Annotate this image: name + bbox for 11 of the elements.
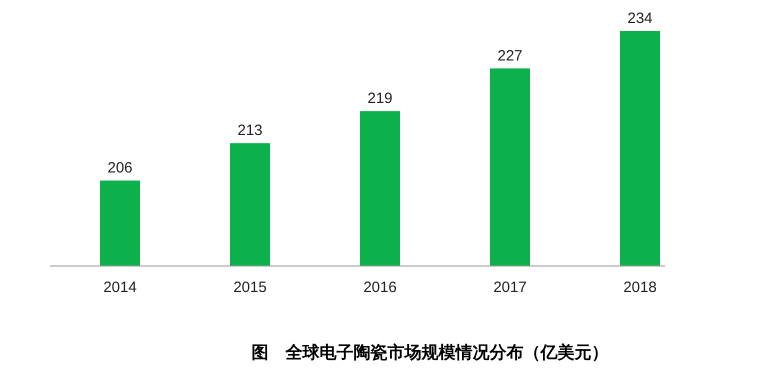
data-label: 234	[627, 10, 653, 27]
x-tick-label: 2018	[623, 279, 657, 296]
x-tick-label: 2017	[493, 279, 527, 296]
data-label: 219	[367, 90, 393, 108]
data-label: 206	[107, 160, 133, 177]
x-tick-label: 2015	[233, 279, 267, 296]
x-tick-label: 2016	[363, 279, 397, 296]
data-label: 227	[497, 47, 523, 64]
x-tick-label: 2014	[103, 279, 137, 296]
data-label: 213	[237, 122, 263, 140]
text: 图 全球电子陶瓷市场规模情况分布（亿美元）	[252, 343, 608, 363]
